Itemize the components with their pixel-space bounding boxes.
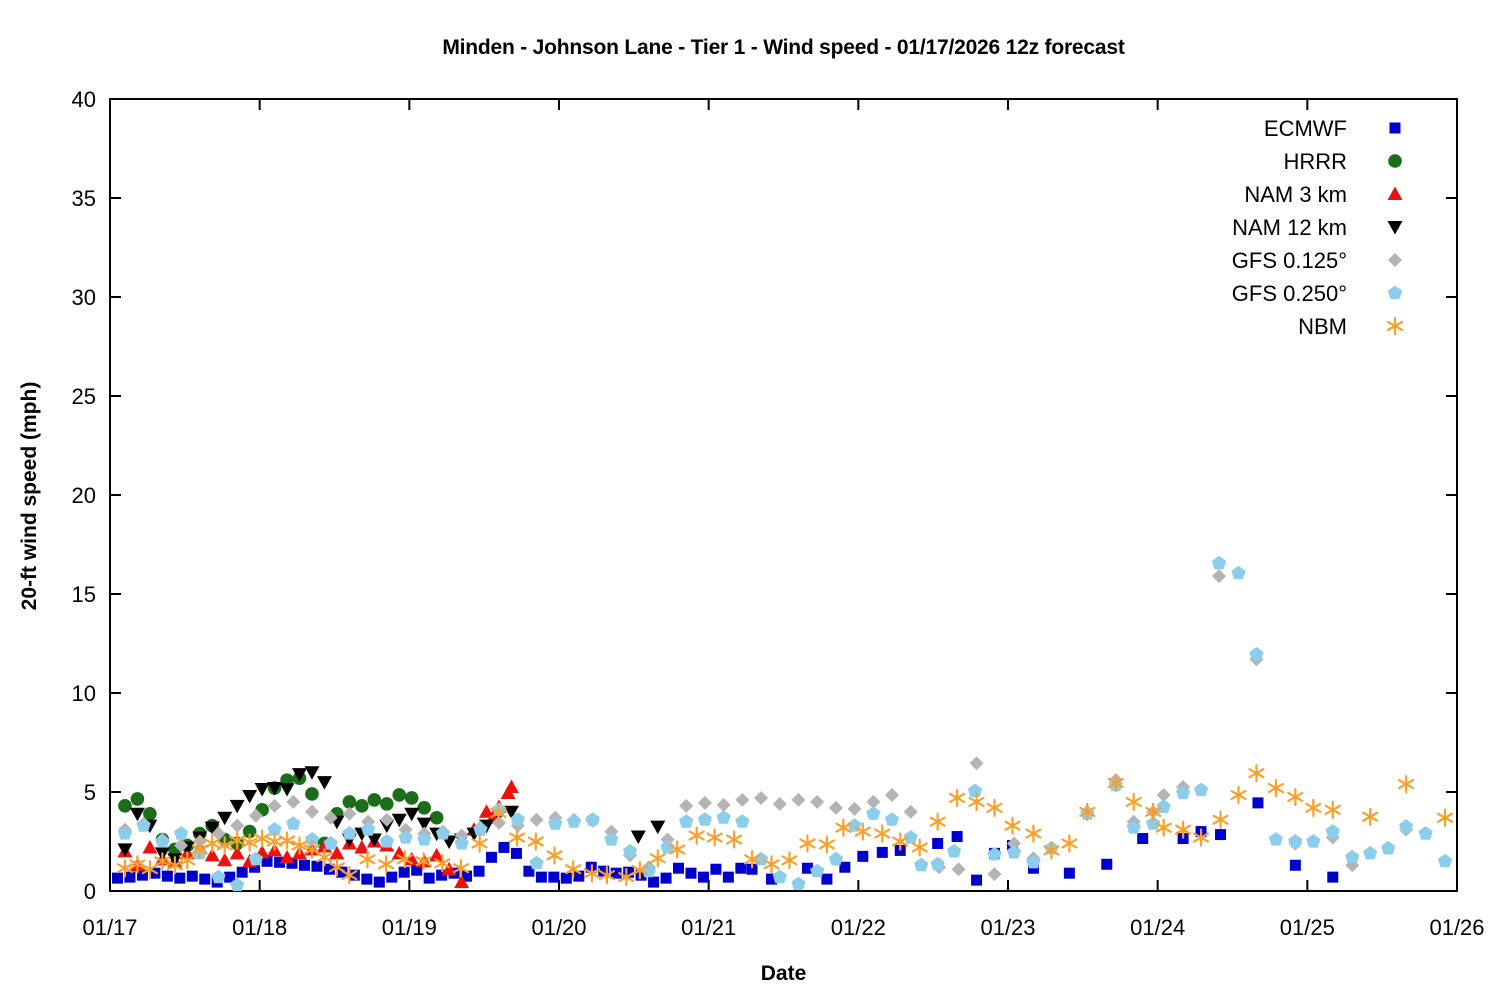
x-axis-title: Date [760, 962, 807, 985]
x-tick-label: 01/21 [681, 915, 736, 940]
x-tick-label: 01/18 [232, 915, 287, 940]
x-tick-label: 01/19 [382, 915, 437, 940]
chart-title: Minden - Johnson Lane - Tier 1 - Wind sp… [442, 36, 1125, 59]
y-tick-label: 5 [84, 780, 96, 805]
x-tick-label: 01/24 [1130, 915, 1185, 940]
y-tick-label: 40 [72, 87, 96, 112]
x-tick-label: 01/26 [1429, 915, 1484, 940]
legend-label: HRRR [1283, 149, 1347, 174]
y-tick-label: 30 [72, 285, 96, 310]
y-tick-label: 15 [72, 582, 96, 607]
legend-label: GFS 0.125° [1232, 248, 1347, 273]
x-tick-label: 01/17 [82, 915, 137, 940]
legend-label: GFS 0.250° [1232, 281, 1347, 306]
legend-item-nam-3-km: NAM 3 km [1244, 182, 1403, 207]
legend-item-hrrr: HRRR [1283, 149, 1402, 174]
legend-item-ecmwf: ECMWF [1264, 116, 1401, 141]
y-axis-title: 20-ft wind speed (mph) [18, 381, 41, 611]
legend: ECMWF HRRR NAM 3 km NAM 12 km GFS 0.125° GFS … [1232, 116, 1404, 339]
legend-label: NAM 12 km [1232, 215, 1347, 240]
legend-item-gfs-0-125-: GFS 0.125° [1232, 248, 1402, 273]
series-nbm [116, 764, 1454, 887]
legend-item-gfs-0-250-: GFS 0.250° [1232, 281, 1403, 306]
series-gfs-0-250- [117, 555, 1453, 892]
y-tick-label: 10 [72, 681, 96, 706]
y-tick-label: 35 [72, 186, 96, 211]
x-tick-label: 01/20 [531, 915, 586, 940]
y-tick-label: 0 [84, 879, 96, 904]
y-tick-label: 25 [72, 384, 96, 409]
y-tick-label: 20 [72, 483, 96, 508]
legend-item-nam-12-km: NAM 12 km [1232, 215, 1403, 240]
legend-item-nbm: NBM [1298, 314, 1404, 339]
x-tick-label: 01/22 [831, 915, 886, 940]
legend-label: NAM 3 km [1244, 182, 1347, 207]
x-tick-label: 01/23 [980, 915, 1035, 940]
x-tick-label: 01/25 [1280, 915, 1335, 940]
legend-label: NBM [1298, 314, 1347, 339]
legend-label: ECMWF [1264, 116, 1347, 141]
